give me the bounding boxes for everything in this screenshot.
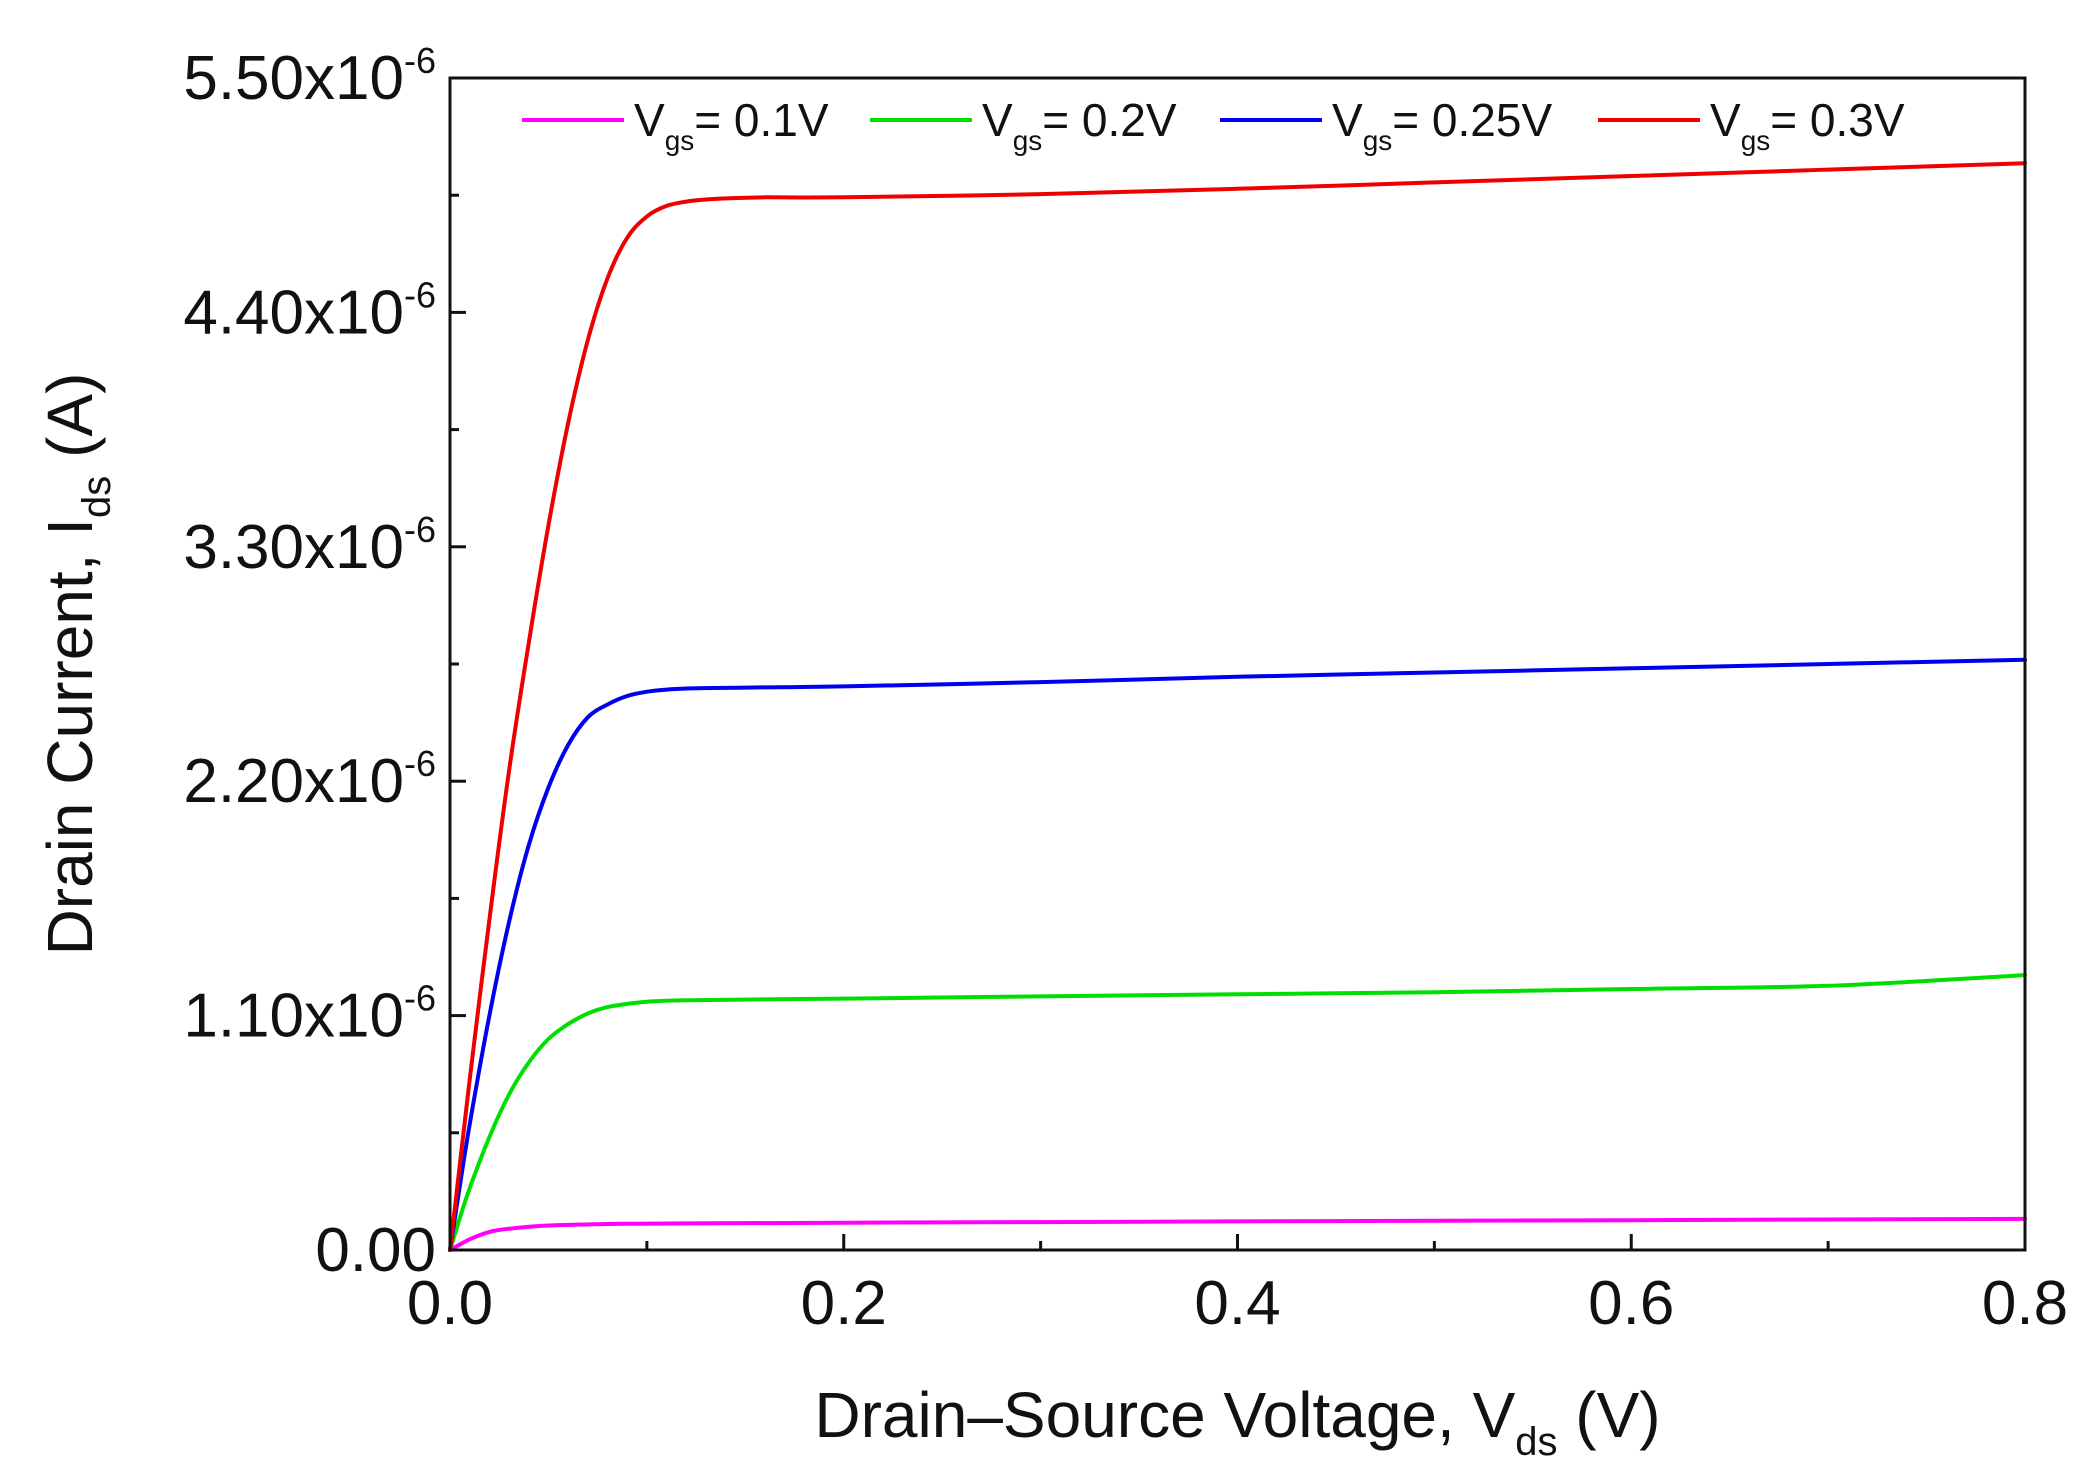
y-tick-label-mantissa: 5.50x10 [183, 44, 404, 113]
x-tick-label: 0.0 [407, 1269, 493, 1338]
x-tick-labels: 0.0 0.2 0.4 0.6 0.8 [407, 1269, 2068, 1338]
x-tick-label: 0.4 [1194, 1269, 1280, 1338]
legend-label-sub: gs [665, 125, 695, 156]
series-line-1 [448, 1216, 2027, 1252]
tick-layer [448, 76, 2027, 1252]
series-line-2 [448, 973, 2027, 1252]
y-tick-label: 5.50x10-6 [183, 40, 436, 113]
series-line-3 [448, 657, 2027, 1252]
x-tick-label: 0.2 [801, 1269, 887, 1338]
legend-label-main: V [1332, 94, 1363, 146]
y-axis-title-main: Drain Current, I [34, 518, 106, 955]
x-tick-label: 0.6 [1588, 1269, 1674, 1338]
x-axis-title-sub: ds [1515, 1420, 1557, 1464]
y-tick-label: 4.40x10-6 [183, 274, 436, 347]
y-tick-label: 1.10x10-6 [183, 978, 436, 1051]
x-tick-label: 0.8 [1982, 1269, 2068, 1338]
legend-label-4: Vgs= 0.3V [1710, 94, 1905, 156]
x-axis-title: Drain–Source Voltage, Vds (V) [814, 1379, 1660, 1464]
y-tick-label-exponent: -6 [404, 274, 436, 315]
y-tick-label: 3.30x10-6 [183, 509, 436, 582]
x-axis-title-main: Drain–Source Voltage, V [814, 1379, 1515, 1451]
y-tick-label-exponent: -6 [404, 978, 436, 1019]
legend-label-suffix: = 0.2V [1042, 94, 1177, 146]
y-tick-label-mantissa: 2.20x10 [183, 747, 404, 816]
legend-label-2: Vgs= 0.2V [982, 94, 1177, 156]
y-tick-label-mantissa: 3.30x10 [183, 513, 404, 582]
legend-label-3: Vgs= 0.25V [1332, 94, 1552, 156]
legend-label-main: V [1710, 94, 1741, 146]
y-tick-label-exponent: -6 [404, 40, 436, 81]
y-tick-labels: 0.001.10x10-62.20x10-63.30x10-64.40x10-6… [183, 40, 436, 1285]
legend-label-main: V [634, 94, 665, 146]
series-layer [448, 161, 2027, 1252]
series-line-4 [448, 161, 2027, 1252]
legend-label-suffix: = 0.1V [694, 94, 829, 146]
legend: Vgs= 0.1V Vgs= 0.2V Vgs= 0.25V Vgs= 0.3V [522, 94, 1905, 156]
y-tick-label-mantissa: 1.10x10 [183, 982, 404, 1051]
x-axis-title-suffix: (V) [1558, 1379, 1661, 1451]
legend-label-sub: gs [1741, 125, 1771, 156]
y-axis-title-sub: ds [75, 476, 119, 518]
y-axis-title: Drain Current, Ids (A) [34, 373, 119, 956]
y-tick-label: 0.00 [315, 1216, 436, 1285]
y-axis-title-suffix: (A) [34, 373, 106, 476]
y-tick-label-mantissa: 0.00 [315, 1216, 436, 1285]
legend-label-sub: gs [1363, 125, 1393, 156]
legend-label-sub: gs [1013, 125, 1043, 156]
y-tick-label-exponent: -6 [404, 509, 436, 550]
legend-label-main: V [982, 94, 1013, 146]
legend-label-suffix: = 0.25V [1392, 94, 1552, 146]
y-tick-label: 2.20x10-6 [183, 743, 436, 816]
legend-label-1: Vgs= 0.1V [634, 94, 829, 156]
y-tick-label-exponent: -6 [404, 743, 436, 784]
y-tick-label-mantissa: 4.40x10 [183, 278, 404, 347]
legend-label-suffix: = 0.3V [1770, 94, 1905, 146]
